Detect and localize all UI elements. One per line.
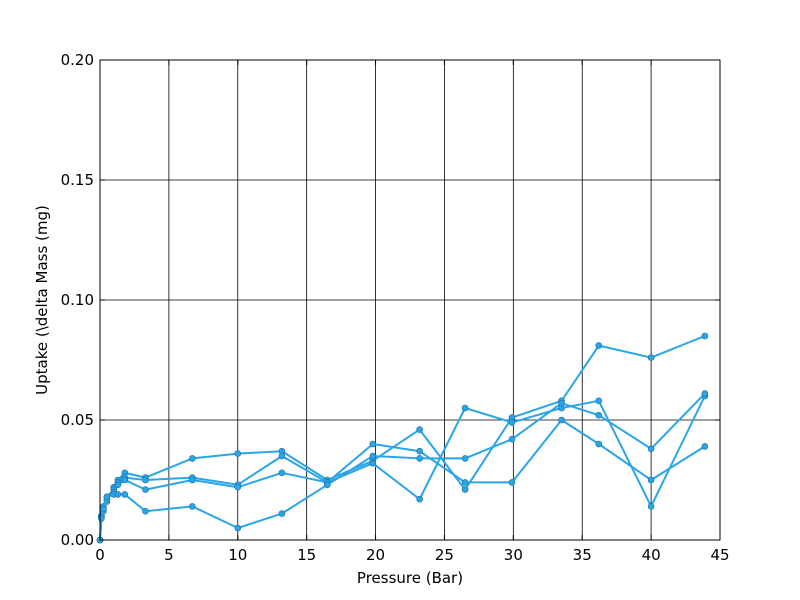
- data-point: [647, 445, 655, 453]
- data-point: [701, 443, 709, 450]
- data-point: [595, 440, 603, 448]
- data-point: [100, 505, 107, 513]
- data-point: [189, 455, 196, 462]
- data-point: [461, 404, 469, 412]
- x-tick-label: 40: [642, 546, 661, 564]
- data-point: [142, 476, 149, 484]
- data-point: [508, 419, 516, 426]
- data-point: [98, 515, 105, 522]
- data-point: [558, 416, 565, 424]
- data-point: [189, 476, 196, 484]
- data-point: [369, 452, 377, 460]
- data-point: [416, 447, 423, 455]
- axis-ticks: 0 5 10 15 20 25 30 35 40 45 0.00 0.05 0.10 0.15 0.20: [61, 51, 730, 564]
- data-point: [508, 435, 516, 443]
- data-point: [121, 491, 129, 498]
- y-tick-label: 0.00: [61, 531, 94, 549]
- data-point: [121, 476, 129, 484]
- data-point: [142, 486, 149, 493]
- data-point: [647, 354, 655, 361]
- data-point: [324, 481, 331, 489]
- x-tick-label: 25: [435, 546, 454, 564]
- data-point: [142, 507, 149, 515]
- x-tick-label: 35: [573, 546, 592, 564]
- x-tick-label: 0: [95, 546, 105, 564]
- y-tick-label: 0.20: [61, 51, 94, 69]
- data-point: [595, 411, 603, 419]
- y-tick-label: 0.15: [61, 171, 94, 189]
- data-point: [278, 452, 286, 460]
- data-point: [114, 491, 122, 498]
- data-point: [461, 455, 469, 462]
- x-tick-label: 5: [164, 546, 174, 564]
- grid-lines: [100, 60, 720, 540]
- x-tick-label: 15: [297, 546, 316, 564]
- data-point: [701, 332, 709, 340]
- data-point: [461, 486, 469, 493]
- data-point: [234, 524, 242, 532]
- data-point: [369, 440, 377, 448]
- x-tick-label: 30: [504, 546, 523, 564]
- data-point: [234, 483, 242, 491]
- data-point: [103, 493, 111, 501]
- data-point: [416, 426, 423, 433]
- data-point: [595, 397, 603, 405]
- data-point: [508, 479, 516, 486]
- data-point: [701, 390, 709, 397]
- x-tick-label: 45: [710, 546, 729, 564]
- data-point: [114, 481, 122, 489]
- x-axis-label: Pressure (Bar): [357, 569, 463, 587]
- data-point: [416, 495, 423, 503]
- data-point: [558, 399, 565, 407]
- data-point: [647, 476, 655, 484]
- data-point: [369, 459, 377, 467]
- y-axis-label: Uptake (\delta Mass (mg): [33, 205, 51, 395]
- data-series: [96, 332, 709, 544]
- data-point: [278, 510, 286, 517]
- x-tick-label: 10: [228, 546, 247, 564]
- data-point: [189, 503, 196, 510]
- data-point: [461, 479, 469, 486]
- y-tick-label: 0.10: [61, 291, 94, 309]
- data-point: [416, 455, 423, 462]
- y-tick-label: 0.05: [61, 411, 94, 429]
- data-point: [278, 469, 286, 477]
- x-tick-label: 20: [366, 546, 385, 564]
- data-point: [234, 450, 242, 457]
- data-point: [595, 342, 603, 349]
- data-point: [647, 503, 655, 510]
